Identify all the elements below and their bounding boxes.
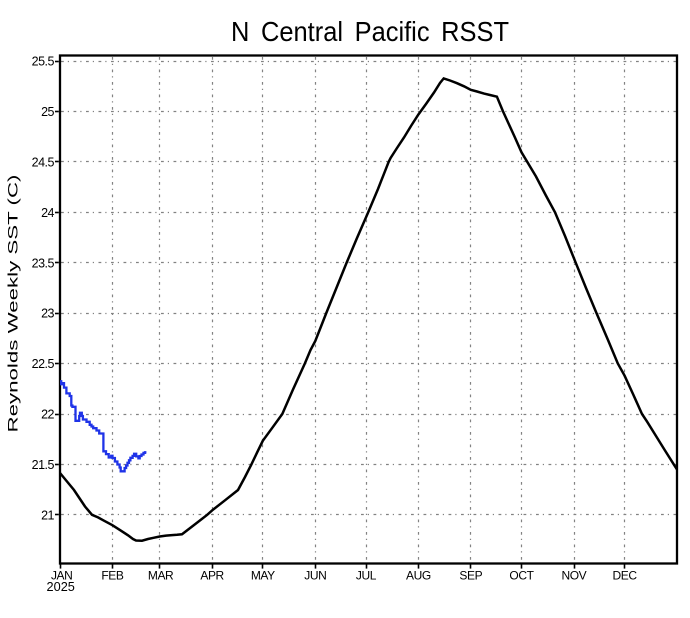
svg-text:25.5: 25.5 [32,55,55,69]
svg-text:JUN: JUN [304,569,326,583]
svg-text:25: 25 [41,105,54,119]
svg-text:24: 24 [41,206,54,220]
svg-text:2025: 2025 [47,580,75,594]
svg-text:23: 23 [41,307,54,321]
svg-text:JAN: JAN [51,569,72,583]
svg-text:NOV: NOV [561,569,586,583]
svg-text:MAY: MAY [251,569,275,583]
svg-text:22: 22 [41,408,54,422]
svg-text:23.5: 23.5 [32,256,55,270]
svg-text:SEP: SEP [459,569,482,583]
svg-text:APR: APR [200,569,224,583]
svg-text:22.5: 22.5 [32,357,55,371]
svg-text:21.5: 21.5 [32,458,55,472]
svg-text:DEC: DEC [613,569,638,583]
svg-text:N Central Pacific RSST: N Central Pacific RSST [231,16,509,47]
svg-text:21: 21 [41,508,54,522]
svg-text:Reynolds Weekly SST (C): Reynolds Weekly SST (C) [6,175,21,433]
svg-text:JUL: JUL [356,569,377,583]
svg-text:OCT: OCT [509,569,534,583]
svg-text:MAR: MAR [148,569,174,583]
svg-text:FEB: FEB [101,569,124,583]
svg-text:24.5: 24.5 [32,155,55,169]
svg-text:AUG: AUG [406,569,431,583]
